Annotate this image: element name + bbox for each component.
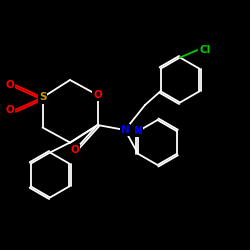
Text: O: O [93,90,102,100]
Text: N: N [120,125,130,135]
Text: S: S [39,92,46,102]
Text: Cl: Cl [200,45,211,55]
Text: O: O [71,145,80,155]
Text: O: O [6,80,15,90]
Text: O: O [6,105,15,115]
Text: N: N [134,126,142,136]
